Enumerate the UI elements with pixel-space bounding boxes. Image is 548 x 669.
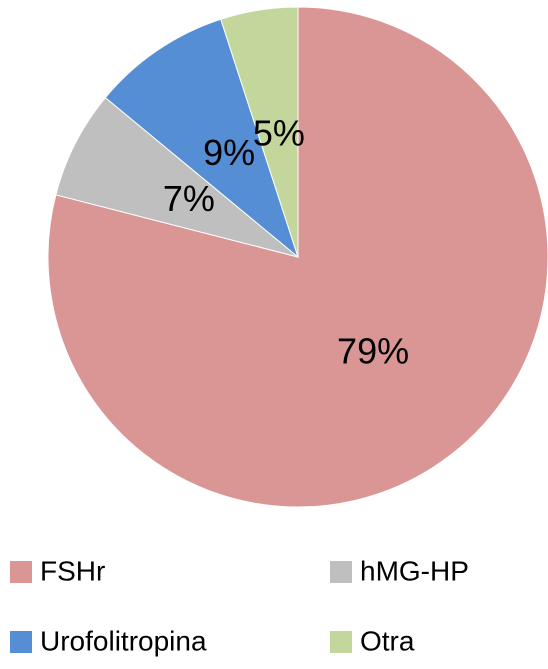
pie-slice [55,96,299,258]
data-label: 5% [253,113,305,154]
legend-label: Otra [360,625,415,656]
pie-slice [220,6,299,258]
data-label: 7% [163,178,215,219]
pie-slice [104,18,300,259]
legend-swatch [10,631,32,653]
legend-label: Urofolitropina [40,625,207,656]
data-label: 79% [337,330,409,371]
legend-swatch [330,631,352,653]
data-label: 9% [203,132,255,173]
legend-label: hMG-HP [360,555,469,586]
legend-swatch [330,561,352,583]
legend-label: FSHr [40,555,105,586]
legend-swatch [10,561,32,583]
